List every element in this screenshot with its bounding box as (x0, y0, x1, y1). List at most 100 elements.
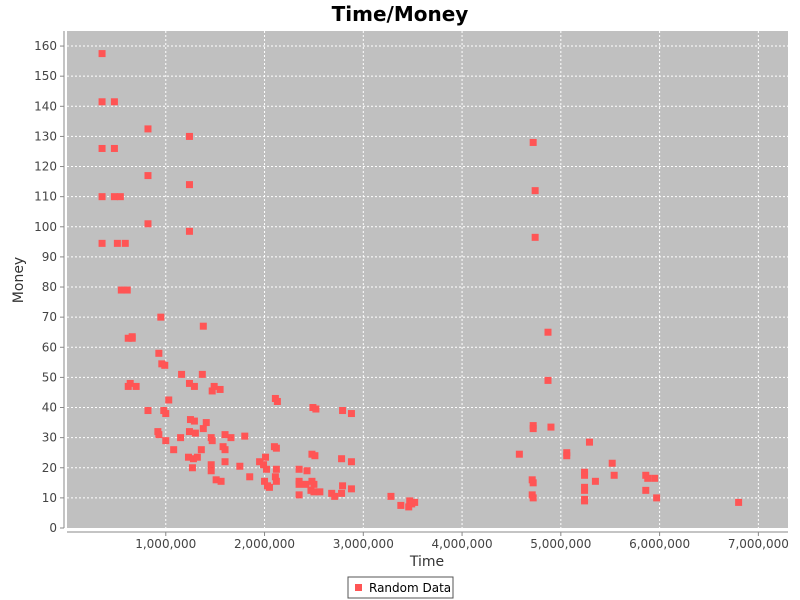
scatter-point (338, 455, 346, 463)
scatter-point (207, 461, 215, 469)
scatter-point (387, 492, 395, 500)
scatter-point (581, 497, 589, 505)
y-axis-ticks: 0 10 20 30 40 50 60 70 80 90 100 110 120 130 140 150 160 (34, 39, 64, 535)
scatter-point (165, 396, 173, 404)
scatter-point (216, 385, 224, 393)
scatter-point (295, 480, 303, 488)
scatter-point (190, 417, 198, 425)
scatter-point (128, 334, 136, 342)
scatter-point (162, 437, 170, 445)
scatter-point (199, 425, 207, 433)
scatter-point (529, 479, 537, 487)
data-points (98, 50, 743, 511)
legend-box (347, 576, 454, 599)
scatter-point (302, 480, 310, 488)
scatter-point (188, 464, 196, 472)
scatter-point (186, 416, 194, 424)
scatter-point (529, 494, 537, 502)
y-tick-label: 100 (34, 220, 57, 234)
scatter-point (110, 98, 118, 106)
scatter-point (110, 144, 118, 152)
scatter-point (98, 193, 106, 201)
scatter-point (98, 144, 106, 152)
scatter-point (124, 382, 132, 390)
scatter-point (208, 437, 216, 445)
scatter-point (405, 503, 413, 511)
scatter-point (347, 458, 355, 466)
scatter-point (544, 376, 552, 384)
scatter-point (529, 425, 537, 433)
y-tick-label: 90 (42, 250, 57, 264)
chart-title: Time/Money (332, 2, 469, 26)
scatter-point (121, 239, 129, 247)
x-tick-label: 4,000,000 (432, 537, 493, 551)
scatter-point (98, 239, 106, 247)
scatter-point (178, 370, 186, 378)
scatter-point (162, 410, 170, 418)
legend-label: Random Data (369, 581, 451, 595)
y-tick-label: 70 (42, 310, 57, 324)
scatter-point (221, 458, 229, 466)
x-tick-label: 7,000,000 (728, 537, 789, 551)
scatter-point (184, 453, 192, 461)
scatter-point (644, 474, 652, 482)
y-tick-label: 30 (42, 431, 57, 445)
scatter-point (581, 486, 589, 494)
scatter-point (261, 477, 269, 485)
scatter-point (263, 465, 271, 473)
scatter-point (347, 485, 355, 493)
scatter-point (262, 453, 270, 461)
scatter-point (116, 193, 124, 201)
y-tick-label: 140 (34, 99, 57, 113)
scatter-point (272, 465, 280, 473)
x-tick-label: 5,000,000 (530, 537, 591, 551)
scatter-point (161, 361, 169, 369)
scatter-point (608, 459, 616, 467)
scatter-point (202, 419, 210, 427)
scatter-point (185, 227, 193, 235)
scatter-point (241, 432, 249, 440)
scatter-point (197, 446, 205, 454)
scatter-point (339, 482, 347, 490)
scatter-point (185, 428, 193, 436)
y-axis-label: Money (11, 257, 27, 303)
scatter-point (221, 431, 229, 439)
y-tick-label: 60 (42, 340, 57, 354)
scatter-point (310, 480, 318, 488)
scatter-point (191, 429, 199, 437)
scatter-point (411, 498, 419, 506)
scatter-point (227, 434, 235, 442)
scatter-point (236, 462, 244, 470)
scatter-point (339, 407, 347, 415)
scatter-point (185, 379, 193, 387)
scatter-point (563, 452, 571, 460)
scatter-point (347, 410, 355, 418)
y-tick-label: 150 (34, 69, 57, 83)
scatter-point (208, 387, 216, 395)
scatter-point (155, 431, 163, 439)
scatter-point (155, 349, 163, 357)
scatter-point (591, 477, 599, 485)
scatter-point (397, 501, 405, 509)
scatter-point (123, 286, 131, 294)
scatter-point (295, 491, 303, 499)
x-tick-label: 2,000,000 (234, 537, 295, 551)
y-tick-label: 20 (42, 461, 57, 475)
scatter-point (190, 382, 198, 390)
scatter-point (132, 382, 140, 390)
y-tick-label: 160 (34, 39, 57, 53)
scatter-point (113, 239, 121, 247)
scatter-point (124, 334, 132, 342)
scatter-point (221, 446, 229, 454)
scatter-point (177, 434, 185, 442)
scatter-point (212, 476, 220, 484)
scatter-point (144, 125, 152, 133)
y-tick-label: 80 (42, 280, 57, 294)
plot-area (67, 31, 788, 528)
x-tick-label: 3,000,000 (333, 537, 394, 551)
scatter-point (653, 494, 661, 502)
x-tick-label: 1,000,000 (135, 537, 196, 551)
scatter-point (246, 473, 254, 481)
scatter-point (117, 286, 125, 294)
